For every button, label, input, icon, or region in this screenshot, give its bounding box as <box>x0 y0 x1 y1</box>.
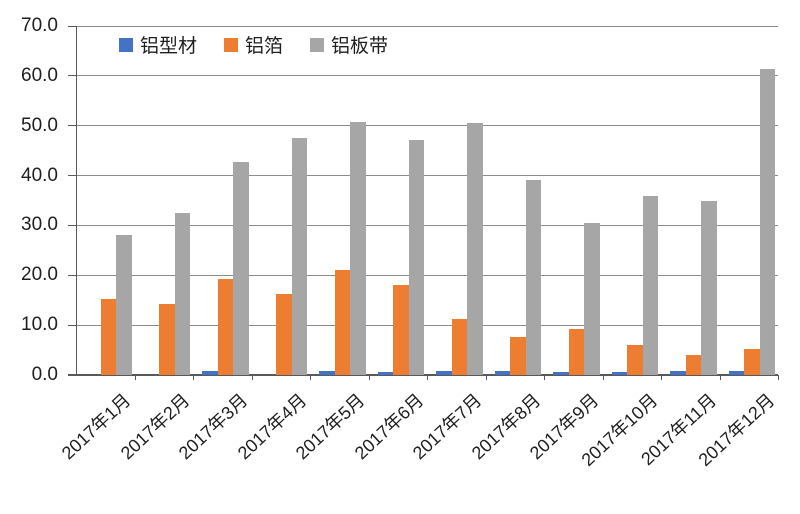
legend-label-aluminium-strip: 铝板带 <box>331 36 389 57</box>
gridline-y-30.0 <box>76 224 778 226</box>
bar-series1-month8 <box>510 337 526 375</box>
bar-series0-month9 <box>553 372 569 375</box>
x-tick-4 <box>310 375 311 380</box>
legend-item-aluminium-strip: 铝板带 <box>310 31 388 58</box>
y-axis-label-30.0: 30.0 <box>21 214 58 236</box>
bar-series1-month4 <box>276 294 292 375</box>
bar-series0-month12 <box>728 370 744 375</box>
bar-series2-month7 <box>467 123 483 375</box>
bar-series1-month5 <box>334 270 350 375</box>
bar-series2-month2 <box>174 212 190 375</box>
y-tick-20.0 <box>68 274 76 276</box>
y-axis-label-0.0: 0.0 <box>31 364 58 385</box>
x-tick-12 <box>778 375 779 380</box>
y-axis-label-10.0: 10.0 <box>21 314 58 336</box>
gridline-y-50.0 <box>76 125 778 127</box>
bar-series1-month6 <box>393 285 409 375</box>
gridline-y-70.0 <box>76 25 778 27</box>
y-axis-label-50.0: 50.0 <box>21 114 58 136</box>
bar-series1-month12 <box>744 349 760 375</box>
legend-swatch-orange-icon <box>224 37 239 52</box>
x-tick-5 <box>368 375 370 380</box>
x-tick-2 <box>193 375 194 380</box>
bar-series2-month5 <box>350 122 366 375</box>
x-tick-3 <box>251 375 253 380</box>
chart-legend: 铝型材 铝箔 铝板带 <box>119 31 388 58</box>
legend-label-aluminium-foil: 铝箔 <box>245 36 284 57</box>
x-tick-11 <box>719 375 721 380</box>
bar-series0-month10 <box>611 372 627 375</box>
bar-series0-month6 <box>377 371 393 375</box>
bar-series0-month8 <box>494 370 510 375</box>
x-tick-10 <box>661 375 662 380</box>
y-tick-70.0 <box>68 25 76 27</box>
y-tick-50.0 <box>68 125 76 127</box>
y-tick-30.0 <box>68 224 76 226</box>
bar-series1-month7 <box>451 319 467 375</box>
x-tick-1 <box>134 375 136 380</box>
bar-series0-month11 <box>670 371 686 375</box>
bar-series1-month1 <box>100 298 116 375</box>
x-tick-9 <box>602 375 604 380</box>
bar-series2-month6 <box>408 139 424 375</box>
bar-series2-month4 <box>291 138 307 375</box>
gridline-y-10.0 <box>76 324 778 326</box>
x-tick-7 <box>485 375 487 380</box>
bar-series1-month3 <box>217 279 233 375</box>
y-tick-10.0 <box>68 324 76 326</box>
gridline-y-60.0 <box>76 75 778 77</box>
legend-label-aluminium-profile: 铝型材 <box>140 36 198 57</box>
bar-series2-month3 <box>233 161 249 375</box>
bar-series0-month7 <box>436 370 452 375</box>
y-axis-label-60.0: 60.0 <box>21 64 58 86</box>
bar-series2-month9 <box>584 223 600 375</box>
bar-series0-month3 <box>202 370 218 375</box>
y-axis-label-40.0: 40.0 <box>21 164 58 186</box>
gridline-y-20.0 <box>76 274 778 276</box>
bar-series2-month12 <box>759 69 775 375</box>
legend-swatch-blue-icon <box>119 37 133 52</box>
bar-series2-month11 <box>701 201 717 375</box>
x-axis <box>68 374 778 376</box>
bar-series1-month11 <box>685 355 701 375</box>
x-tick-6 <box>427 375 428 380</box>
bar-series2-month8 <box>525 179 541 375</box>
y-axis <box>76 26 77 375</box>
bar-series1-month9 <box>568 328 584 375</box>
y-tick-40.0 <box>68 175 76 177</box>
legend-item-aluminium-foil: 铝箔 <box>224 31 283 58</box>
y-axis-label-20.0: 20.0 <box>21 264 58 286</box>
y-axis-label-70.0: 70.0 <box>21 15 58 36</box>
bar-series1-month2 <box>159 303 175 375</box>
gridline-y-40.0 <box>76 175 778 177</box>
x-tick-8 <box>544 375 545 380</box>
legend-item-aluminium-profile: 铝型材 <box>119 31 197 58</box>
bar-series2-month1 <box>116 235 132 375</box>
bar-series1-month10 <box>627 344 643 375</box>
bar-series0-month5 <box>319 370 335 375</box>
bar-series2-month10 <box>642 195 658 375</box>
y-tick-60.0 <box>68 75 76 77</box>
legend-swatch-gray-icon <box>310 37 325 52</box>
